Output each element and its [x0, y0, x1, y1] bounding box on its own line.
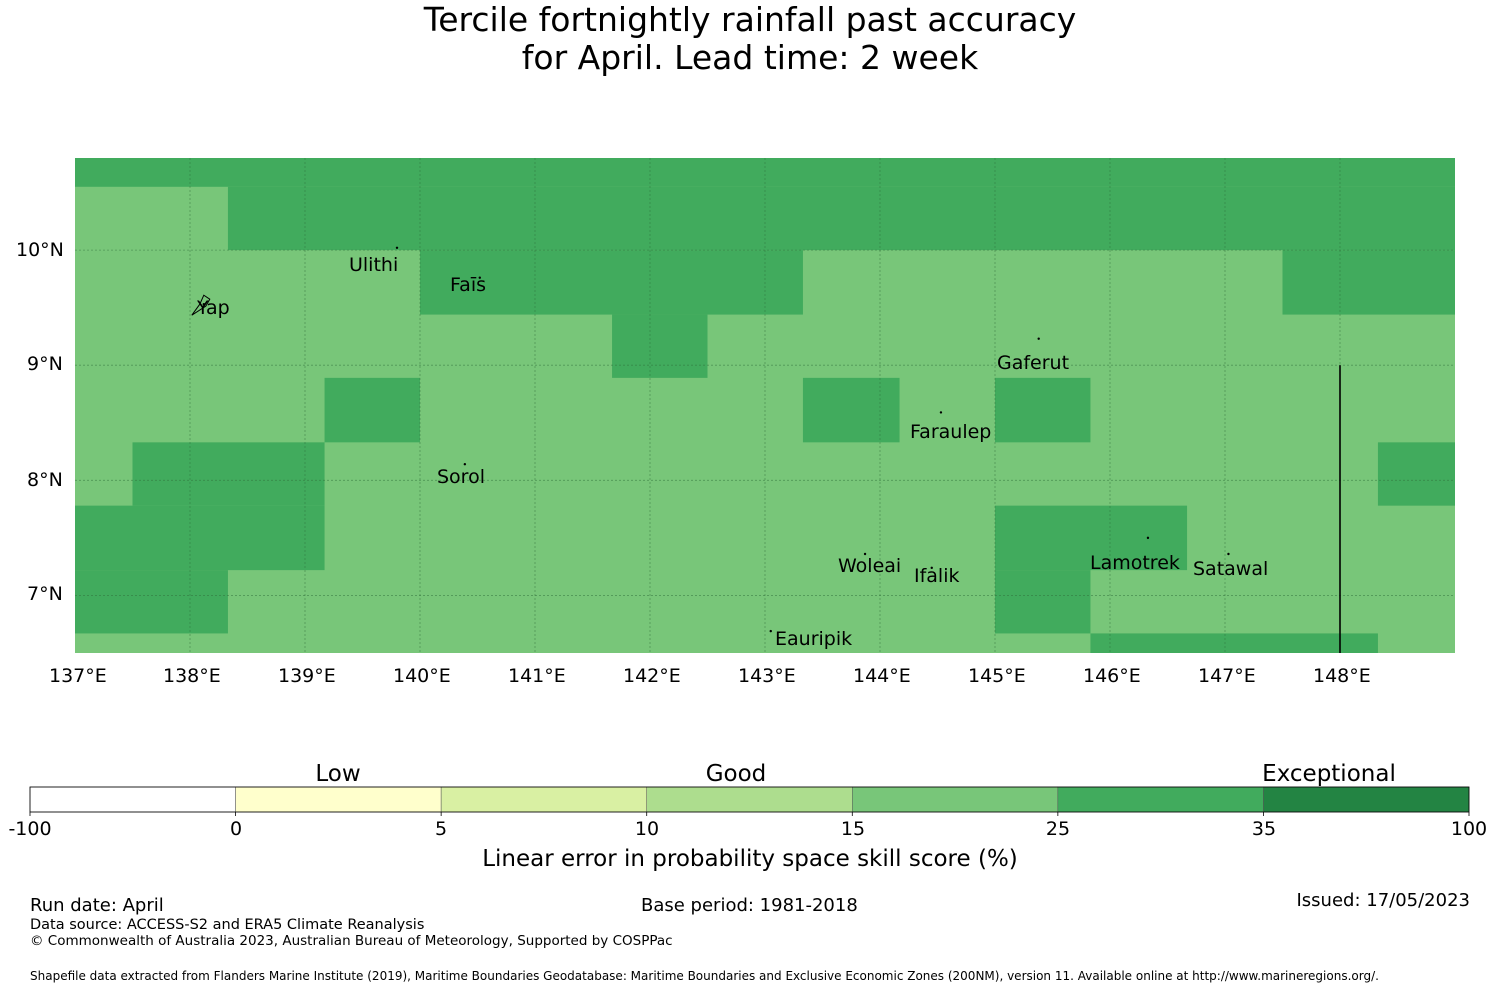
map-title: Tercile fortnightly rainfall past accura… — [0, 0, 1500, 77]
island-marker-fais — [478, 276, 481, 279]
lon-tick-label-140e: 140°E — [393, 665, 451, 687]
colorbar-tick-label: 0 — [229, 818, 243, 840]
island-marker-lamotrek — [1146, 536, 1150, 540]
skill-region-25-35 — [995, 505, 1188, 571]
colorbar-segment — [852, 786, 1059, 813]
island-label-faraulep: Faraulep — [910, 421, 992, 443]
island-label-sorol: Sorol — [437, 466, 485, 488]
colorbar-tick-label: 35 — [1251, 818, 1277, 840]
colorbar-tick-label: 25 — [1045, 818, 1071, 840]
colorbar-segment — [646, 786, 853, 813]
lon-tick-label-143e: 143°E — [738, 665, 796, 687]
island-label-ulithi: Ulithi — [349, 254, 399, 276]
skill-region-25-35 — [1282, 250, 1455, 315]
copyright: © Commonwealth of Australia 2023, Austra… — [30, 933, 673, 949]
lat-tick-label-9n: 9°N — [27, 353, 63, 375]
island-marker-satawal — [1227, 552, 1230, 556]
run-date: Run date: April — [30, 895, 164, 916]
colorbar-segment — [29, 786, 236, 813]
skill-region-25-35 — [227, 186, 1456, 251]
island-label-gaferut: Gaferut — [997, 352, 1070, 374]
skill-region-25-35 — [132, 442, 325, 506]
skill-region-25-35 — [612, 314, 708, 378]
lon-tick-label-142e: 142°E — [623, 665, 681, 687]
base-period: Base period: 1981-2018 — [641, 895, 858, 916]
island-label-lamotrek: Lamotrek — [1090, 552, 1180, 574]
lon-tick-label-139e: 139°E — [278, 665, 336, 687]
category-label-low: Low — [315, 761, 361, 787]
skill-region-25-35 — [995, 570, 1091, 634]
island-marker-sorol — [463, 463, 467, 466]
colorbar-tick-label: 5 — [434, 818, 448, 840]
skill-region-25-35 — [1090, 633, 1378, 653]
skill-region-25-35 — [1377, 442, 1455, 506]
map-title-line-2: for April. Lead time: 2 week — [521, 38, 979, 77]
skill-region-25-35 — [324, 377, 420, 443]
island-marker-ulithi — [395, 246, 399, 249]
shapefile-credit: Shapefile data extracted from Flanders M… — [30, 969, 1379, 983]
colorbar-tick-label: 15 — [840, 818, 866, 840]
lon-tick-label-145e: 145°E — [968, 665, 1026, 687]
island-marker-yap — [202, 302, 205, 306]
colorbar-tick-label: 10 — [634, 818, 660, 840]
lat-tick-label-10n: 10°N — [16, 239, 64, 261]
lon-tick-label-144e: 144°E — [853, 665, 911, 687]
island-shape-yap — [191, 294, 211, 316]
skill-region-25-35 — [420, 250, 803, 315]
island-label-ifalik: Ifalik — [914, 565, 960, 587]
colorbar-tick-label: 100 — [1450, 818, 1488, 840]
island-label-eauripik: Eauripik — [775, 628, 853, 650]
lon-tick-label-141e: 141°E — [508, 665, 566, 687]
skill-region-25-35 — [75, 570, 228, 634]
colorbar-segment — [1057, 786, 1264, 813]
colorbar-title: Linear error in probability space skill … — [482, 846, 1018, 872]
lon-tick-label-137e: 137°E — [49, 665, 107, 687]
skill-map — [75, 158, 1456, 653]
colorbar — [29, 786, 1470, 816]
lat-tick-label-7n: 7°N — [27, 583, 63, 605]
category-label-exceptional: Exceptional — [1262, 761, 1396, 787]
lat-tick-label-8n: 8°N — [27, 469, 63, 491]
data-source: Data source: ACCESS-S2 and ERA5 Climate … — [30, 917, 425, 933]
colorbar-segment — [440, 786, 647, 813]
island-label-woleai: Woleai — [838, 555, 902, 577]
island-marker-gaferut — [1037, 337, 1040, 340]
category-label-good: Good — [705, 761, 767, 787]
colorbar-segment — [1263, 786, 1470, 813]
island-label-fais: Faīs — [450, 274, 487, 296]
skill-region-25-35 — [75, 505, 325, 571]
issued-date: Issued: 17/05/2023 — [1296, 890, 1470, 911]
island-marker-faraulep — [939, 411, 943, 414]
map-title-line-1: Tercile fortnightly rainfall past accura… — [423, 0, 1077, 39]
lon-tick-label-148e: 148°E — [1313, 665, 1371, 687]
island-marker-eauripik — [769, 629, 772, 633]
skill-region-25-35 — [995, 377, 1091, 443]
island-marker-ifalik — [930, 566, 933, 570]
colorbar-frame — [29, 786, 1470, 813]
lon-tick-label-147e: 147°E — [1198, 665, 1256, 687]
colorbar-tick-label: -100 — [8, 818, 52, 840]
skill-region-25-35 — [802, 377, 900, 443]
island-label-satawal: Satawal — [1193, 558, 1269, 580]
colorbar-segment — [235, 786, 442, 813]
lon-tick-label-146e: 146°E — [1083, 665, 1141, 687]
lon-tick-label-138e: 138°E — [163, 665, 221, 687]
island-label-yap: Yap — [197, 297, 230, 319]
island-marker-woleai — [863, 552, 867, 556]
